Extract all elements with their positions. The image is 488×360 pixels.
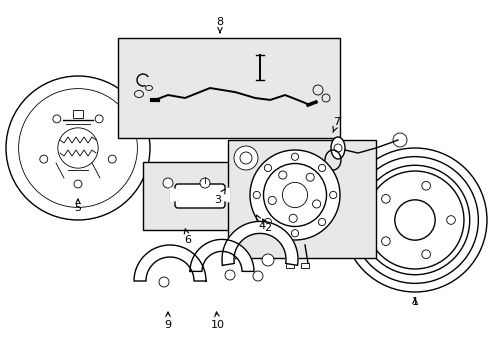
Circle shape bbox=[108, 155, 116, 163]
Circle shape bbox=[421, 250, 429, 258]
Text: 8: 8 bbox=[216, 17, 223, 33]
Circle shape bbox=[305, 173, 314, 181]
Polygon shape bbox=[170, 188, 178, 202]
Circle shape bbox=[163, 178, 173, 188]
Bar bbox=[301, 263, 308, 268]
Circle shape bbox=[381, 194, 389, 203]
Text: 10: 10 bbox=[210, 312, 224, 330]
Circle shape bbox=[95, 115, 103, 123]
Circle shape bbox=[318, 219, 325, 226]
Circle shape bbox=[333, 144, 341, 152]
Text: 2: 2 bbox=[262, 219, 271, 233]
Circle shape bbox=[200, 178, 209, 188]
Circle shape bbox=[318, 165, 325, 172]
Circle shape bbox=[392, 133, 406, 147]
Circle shape bbox=[421, 181, 429, 190]
Circle shape bbox=[278, 171, 286, 179]
Text: 4: 4 bbox=[256, 215, 265, 231]
Circle shape bbox=[234, 146, 258, 170]
Circle shape bbox=[249, 150, 339, 240]
Bar bbox=[227, 140, 375, 258]
Text: 3: 3 bbox=[214, 189, 225, 205]
Circle shape bbox=[291, 153, 298, 160]
Text: 1: 1 bbox=[411, 297, 418, 307]
Text: 5: 5 bbox=[74, 199, 81, 213]
Circle shape bbox=[263, 163, 326, 226]
Polygon shape bbox=[190, 239, 253, 271]
Text: 6: 6 bbox=[184, 229, 191, 245]
Circle shape bbox=[253, 192, 260, 199]
Circle shape bbox=[224, 270, 235, 280]
Circle shape bbox=[240, 152, 251, 164]
Circle shape bbox=[74, 180, 82, 188]
Circle shape bbox=[312, 200, 320, 208]
Circle shape bbox=[446, 216, 454, 224]
Circle shape bbox=[262, 254, 273, 266]
FancyBboxPatch shape bbox=[175, 184, 224, 208]
Circle shape bbox=[288, 214, 297, 222]
Circle shape bbox=[329, 192, 336, 199]
Bar bbox=[285, 263, 293, 268]
Text: 7: 7 bbox=[332, 117, 340, 132]
Circle shape bbox=[264, 219, 271, 226]
Circle shape bbox=[267, 197, 276, 204]
Circle shape bbox=[40, 155, 48, 163]
Circle shape bbox=[159, 277, 169, 287]
Circle shape bbox=[282, 183, 307, 208]
Circle shape bbox=[53, 115, 61, 123]
Polygon shape bbox=[222, 221, 297, 265]
Circle shape bbox=[252, 271, 263, 281]
Bar bbox=[142, 162, 230, 230]
Text: 9: 9 bbox=[164, 312, 171, 330]
Polygon shape bbox=[134, 245, 205, 281]
Circle shape bbox=[381, 237, 389, 246]
Circle shape bbox=[264, 165, 271, 172]
Circle shape bbox=[291, 230, 298, 237]
Ellipse shape bbox=[6, 76, 150, 220]
Bar bbox=[73, 110, 83, 118]
Bar bbox=[118, 38, 339, 138]
Polygon shape bbox=[222, 188, 229, 202]
Ellipse shape bbox=[330, 137, 345, 159]
